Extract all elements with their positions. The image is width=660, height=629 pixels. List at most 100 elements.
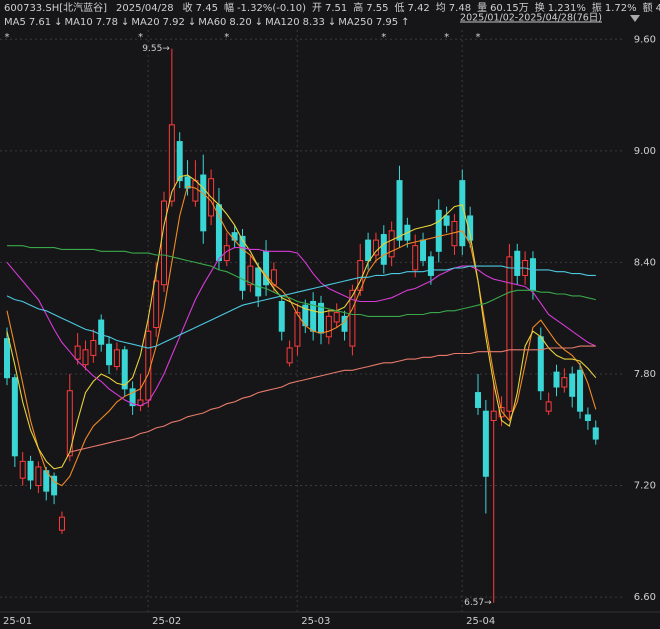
header-value: 7.48	[449, 3, 471, 14]
candle-body	[74, 345, 81, 360]
y-tick-label: 7.20	[634, 481, 656, 492]
header-value: 7.55	[366, 3, 388, 14]
dropdown-icon[interactable]	[630, 15, 640, 22]
candle-body	[19, 460, 26, 479]
legend-name: MA20	[131, 17, 159, 28]
ma-line	[6, 185, 597, 487]
header-label: 低	[395, 1, 405, 14]
legend-trend: ↓	[328, 17, 336, 28]
ma-line	[6, 247, 597, 407]
candle-body	[553, 371, 560, 388]
candle-body	[66, 390, 73, 457]
event-marker: *	[5, 32, 10, 43]
header-label: 600733.SH[北汽蓝谷]	[4, 1, 107, 14]
header-value: 4.50亿	[656, 1, 660, 14]
ma-line	[69, 345, 596, 453]
header-label: 均	[436, 2, 446, 14]
header-label: 收	[183, 1, 193, 14]
legend-value: 8.20	[229, 17, 251, 28]
candle-body	[467, 215, 474, 241]
header-value: 7.42	[408, 3, 430, 14]
candle-body	[168, 124, 175, 202]
candle-body	[529, 258, 536, 291]
y-tick-label: 9.60	[634, 34, 656, 45]
candle-body	[192, 180, 199, 202]
candle-body	[427, 256, 434, 276]
candle-body	[482, 410, 489, 477]
x-tick-label: 25-03	[301, 616, 330, 627]
y-tick-label: 8.40	[634, 257, 656, 268]
candle-body	[98, 319, 105, 345]
candle-body	[247, 265, 254, 286]
legend-value: 7.95	[376, 17, 398, 28]
header-value: 7.45	[196, 3, 218, 14]
legend-value: 7.78	[96, 17, 118, 28]
candle-body	[561, 377, 568, 388]
candle-body	[121, 349, 128, 390]
legend-trend: ↓	[121, 17, 129, 28]
candle-body	[35, 466, 42, 487]
x-tick-label: 25-04	[466, 616, 495, 627]
event-marker: *	[138, 32, 143, 43]
legend-value: 7.61	[29, 17, 51, 28]
candle-body	[255, 267, 262, 297]
candle-body	[161, 200, 167, 286]
candle-body	[537, 336, 544, 392]
candle-body	[506, 256, 513, 412]
candle-body	[325, 315, 332, 338]
candle-body	[569, 373, 576, 397]
candle-body	[4, 338, 10, 379]
candle-body	[475, 392, 481, 408]
candle-body	[11, 377, 18, 457]
y-tick-label: 7.80	[634, 369, 656, 380]
candle-body	[584, 414, 591, 421]
ma-line	[6, 174, 597, 470]
legend-trend: ↓	[255, 17, 263, 28]
legend-trend: ↑	[401, 17, 409, 28]
candle-body	[577, 369, 584, 412]
candle-body	[106, 343, 113, 366]
header-value: 1.231%	[548, 3, 586, 14]
header-label: 开	[312, 3, 322, 14]
candle-body	[145, 330, 152, 401]
candle-body	[498, 406, 505, 418]
header-value: 1.72%	[605, 3, 637, 14]
legend-value: 7.92	[163, 17, 185, 28]
legend-name: MA10	[65, 17, 93, 28]
legend-name: MA60	[198, 17, 226, 28]
candle-body	[153, 280, 160, 329]
candle-body	[545, 401, 552, 412]
candle-body	[490, 410, 497, 421]
header-label: 幅	[224, 1, 234, 14]
candle-body	[435, 209, 442, 252]
event-marker: *	[224, 32, 229, 43]
candle-body	[113, 349, 120, 368]
candle-body	[82, 349, 89, 366]
candle-body	[176, 141, 183, 182]
event-marker: *	[444, 32, 449, 43]
candle-body	[231, 232, 238, 241]
x-tick-label: 25-01	[3, 616, 32, 627]
event-marker: *	[476, 32, 481, 43]
header-label: 换	[535, 1, 545, 14]
candle-body	[420, 239, 427, 262]
date-range[interactable]: 2025/01/02-2025/04/28(76日)	[460, 13, 602, 24]
candle-body	[592, 427, 599, 440]
candle-body	[372, 239, 379, 256]
ma-line	[7, 245, 596, 317]
candle-body	[278, 300, 285, 332]
legend-name: MA120	[265, 17, 300, 28]
x-tick-label: 25-02	[152, 616, 181, 627]
candle-body	[51, 475, 58, 496]
candle-body	[200, 174, 207, 232]
ma-line	[6, 265, 596, 349]
header-label: 振	[592, 1, 602, 14]
candle-body	[90, 340, 97, 356]
candle-body	[396, 180, 403, 241]
candle-body	[58, 516, 65, 531]
header-value: 60.15万	[490, 3, 529, 14]
header-label: 高	[353, 1, 363, 14]
candle-body	[294, 312, 301, 347]
y-tick-label: 9.00	[634, 146, 656, 157]
